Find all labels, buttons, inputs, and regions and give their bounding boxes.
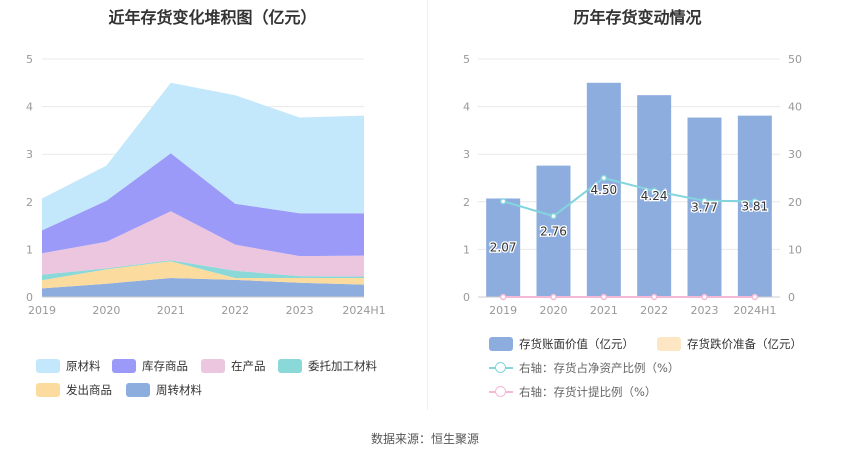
bar-data-label: 4.24 [641,189,668,203]
legend-label: 存货账面价值（亿元） [519,337,634,351]
line-point [499,198,507,205]
bar [486,198,521,297]
legend-label: 右轴：存货占净资产比例（%） [519,361,680,375]
legend-item[interactable]: 原材料 [36,358,101,374]
bar-data-label: 2.76 [540,224,567,238]
area-series-2 [42,260,364,281]
y2-tick-label: 20 [788,196,802,209]
legend-label: 在产品 [231,359,266,373]
legend-swatch [657,337,681,351]
bar-data-label: 3.81 [741,199,768,213]
legend-item[interactable]: 在产品 [201,358,266,374]
x-tick-label: 2021 [157,304,185,317]
legend-label: 右轴：存货计提比例（%） [519,385,657,399]
bar-data-label: 2.07 [490,241,517,255]
legend-swatch [278,359,302,373]
y2-tick-label: 0 [788,291,795,304]
y-tick-label: 1 [463,243,470,256]
y-tick-label: 0 [463,291,470,304]
line-point [499,293,507,301]
left-stacked-area-chart: 0 1 2 3 4 5 2019 2020 2021 2022 2023 2024H1 [26,53,386,317]
y-tick-label: 2 [26,196,33,209]
x-tick-label: 2020 [540,304,568,317]
x-tick-label: 2023 [286,304,314,317]
bar [536,165,571,297]
y2-tick-label: 40 [788,101,802,114]
legend-label: 库存商品 [142,359,188,373]
y-tick-label: 4 [26,101,33,114]
legend-label: 发出商品 [66,383,112,397]
x-tick-label: 2022 [221,304,249,317]
line-series-2 [502,176,755,218]
legend-swatch [126,383,150,397]
legend-label: 存货跌价准备（亿元） [687,337,802,351]
bar [687,117,722,297]
legend-line-marker [489,361,513,375]
y-tick-label: 0 [26,291,33,304]
line-point [650,293,658,301]
bar-data-label: 4.50 [590,183,617,197]
legend-item[interactable]: 委托加工材料 [278,358,377,374]
y-tick-label: 5 [463,53,470,66]
area-series-1 [42,261,364,289]
panel-divider [427,0,428,410]
left-chart-title: 近年存货变化堆积图（亿元） [108,8,317,27]
x-tick-label: 2019 [489,304,517,317]
bar-data-label: 3.77 [691,200,718,214]
line-point [701,197,708,205]
legend-item[interactable]: 周转材料 [126,382,202,398]
line-point [550,212,557,220]
legend-swatch [489,337,513,351]
line-point [600,174,608,182]
x-tick-label: 2020 [92,304,120,317]
y2-tick-label: 10 [788,243,802,256]
line-point [550,293,557,301]
line-point [600,293,608,301]
legend-swatch [201,359,225,373]
y-tick-label: 3 [463,148,470,161]
x-tick-label: 2023 [691,304,719,317]
legend-label: 原材料 [66,359,101,373]
bar [586,82,621,297]
y-tick-label: 2 [463,196,470,209]
legend-item[interactable]: 存货账面价值（亿元） [489,336,634,352]
area-series-0 [42,278,364,297]
y2-tick-label: 50 [788,53,802,66]
line-point [650,187,658,195]
y-tick-label: 3 [26,148,33,161]
right-chart-title: 历年存货变动情况 [573,8,702,27]
data-source-note: 数据来源：恒生聚源 [370,432,479,446]
y-tick-label: 1 [26,243,33,256]
area-series-3 [42,211,364,277]
legend-label: 委托加工材料 [308,359,377,373]
legend-swatch [36,359,60,373]
line-point [701,293,708,301]
y2-tick-label: 30 [788,148,802,161]
y-tick-label: 4 [463,101,470,114]
area-series-4 [42,153,364,257]
bar [637,95,672,298]
legend-item[interactable]: 右轴：存货占净资产比例（%） [489,360,679,376]
x-tick-label: 2021 [590,304,618,317]
line-point [751,293,759,301]
x-tick-label: 2024H1 [342,304,385,317]
x-tick-label: 2019 [28,304,56,317]
x-tick-label: 2022 [640,304,668,317]
legend-item[interactable]: 存货跌价准备（亿元） [657,336,802,352]
legend-line-marker [489,385,513,399]
x-tick-label: 2024H1 [733,304,776,317]
legend-item[interactable]: 发出商品 [36,382,112,398]
legend-item[interactable]: 库存商品 [112,358,188,374]
legend-item[interactable]: 右轴：存货计提比例（%） [489,384,656,400]
legend-label: 周转材料 [156,383,202,397]
line-point [751,198,759,205]
bar [737,115,772,297]
y-tick-label: 5 [26,53,33,66]
legend-swatch [112,359,136,373]
area-series-5 [42,82,364,231]
legend-swatch [36,383,60,397]
